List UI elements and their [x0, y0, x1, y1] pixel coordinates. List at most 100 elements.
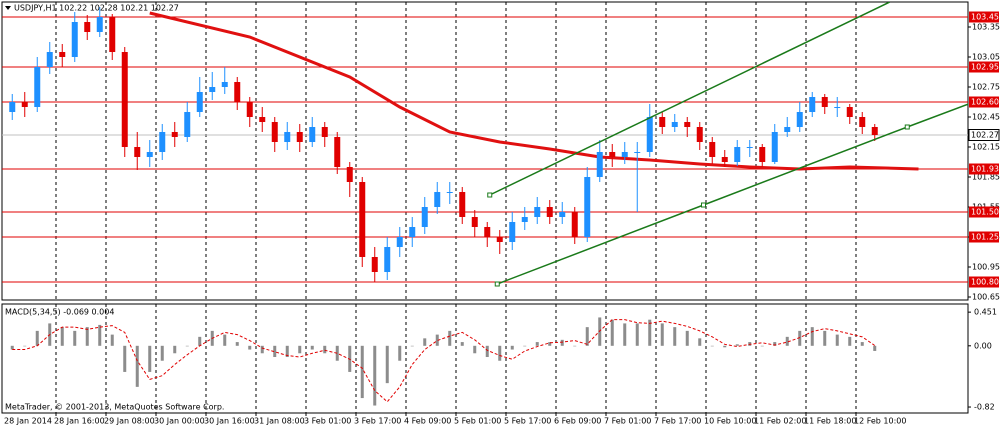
- macd-bar: [560, 339, 564, 346]
- candle-body: [796, 112, 803, 127]
- macd-bar: [98, 324, 102, 346]
- macd-bar: [723, 345, 727, 348]
- macd-bar: [335, 345, 339, 361]
- macd-bar: [785, 336, 789, 346]
- macd-bar: [73, 330, 77, 346]
- candle-body: [709, 142, 716, 157]
- macd-bar: [135, 345, 139, 387]
- candle-body: [234, 82, 241, 102]
- candle-body: [246, 102, 253, 117]
- level-label-box: [969, 231, 999, 243]
- macd-bar: [173, 345, 177, 354]
- candle-body: [721, 157, 728, 162]
- macd-bar: [160, 345, 164, 361]
- macd-bar: [235, 342, 239, 346]
- x-tick-label: 7 Feb 01:00: [604, 417, 651, 426]
- macd-bar: [185, 345, 189, 347]
- x-tick-label: 12 Feb 10:00: [854, 417, 906, 426]
- candle-body: [96, 17, 103, 32]
- candle-body: [671, 122, 678, 127]
- candle-body: [146, 152, 153, 157]
- x-tick-label: 7 Feb 17:00: [654, 417, 701, 426]
- candle-body: [759, 147, 766, 162]
- macd-bar: [298, 345, 302, 354]
- candle-body: [621, 152, 628, 157]
- level-label: 102.95: [971, 63, 999, 72]
- candle-body: [346, 167, 353, 182]
- candle-body: [421, 207, 428, 227]
- macd-bar: [835, 334, 839, 346]
- macd-bar: [460, 342, 464, 346]
- candle-body: [596, 152, 603, 177]
- macd-bar: [398, 345, 402, 361]
- x-tick-label: 5 Feb 01:00: [454, 417, 501, 426]
- macd-bar: [535, 342, 539, 346]
- candle-body: [321, 127, 328, 137]
- candle-body: [459, 192, 466, 217]
- macd-bar: [648, 319, 652, 346]
- macd-bar: [473, 345, 477, 354]
- macd-bar: [673, 327, 677, 346]
- x-tick-label: 31 Jan 08:00: [254, 417, 305, 426]
- y-tick-label: 100.65: [972, 293, 1000, 302]
- macd-bar: [323, 345, 327, 354]
- moving-average: [149, 11, 919, 171]
- level-label: 101.50: [971, 208, 999, 217]
- x-tick-label: 28 Jan 2014: [4, 417, 52, 426]
- macd-bar: [60, 327, 64, 346]
- macd-bar: [35, 330, 39, 346]
- candle-body: [471, 217, 478, 227]
- macd-title: MACD(5,34,5) -0.069 0.004: [5, 308, 114, 317]
- x-tick-label: 4 Feb 09:00: [404, 417, 451, 426]
- macd-bar: [860, 342, 864, 346]
- macd-bar: [773, 342, 777, 346]
- macd-bar: [548, 342, 552, 346]
- macd-bar: [573, 345, 577, 347]
- candle-body: [121, 52, 128, 147]
- x-tick-label: 11 Feb 18:00: [804, 417, 856, 426]
- candle-body: [221, 82, 228, 87]
- candle-body: [484, 227, 491, 237]
- x-tick-label: 3 Feb 01:00: [304, 417, 351, 426]
- level-label: 103.45: [971, 13, 999, 22]
- macd-bar: [360, 345, 364, 399]
- y-tick-label: 100.95: [972, 263, 1000, 272]
- macd-bar: [735, 344, 739, 346]
- candle-body: [46, 52, 53, 67]
- candle-body: [496, 237, 503, 242]
- x-tick-label: 28 Jan 16:00: [54, 417, 105, 426]
- macd-bar: [485, 345, 489, 358]
- candle-body: [271, 122, 278, 142]
- macd-bar: [848, 336, 852, 346]
- macd-bar: [85, 327, 89, 346]
- macd-bar: [685, 330, 689, 346]
- macd-bar: [285, 345, 289, 358]
- macd-bar: [598, 317, 602, 346]
- x-tick-label: 11 Feb 02:00: [754, 417, 806, 426]
- y-tick-label: 0.00: [974, 341, 992, 350]
- macd-bar: [873, 345, 877, 351]
- macd-bar: [248, 345, 252, 350]
- candle-body: [546, 207, 553, 217]
- macd-bar: [810, 327, 814, 346]
- y-tick-label: -0.82: [974, 403, 995, 412]
- level-label: 101.25: [971, 233, 999, 242]
- level-label-box: [969, 11, 999, 23]
- macd-bar: [610, 319, 614, 346]
- candle-body: [659, 117, 666, 127]
- macd-bar: [23, 345, 27, 347]
- menu-triangle[interactable]: [5, 6, 11, 10]
- x-tick-label: 10 Feb 10:00: [704, 417, 756, 426]
- macd-bar: [260, 345, 264, 354]
- candle-body: [371, 257, 378, 272]
- level-label-box: [969, 61, 999, 73]
- y-tick-label: 103.05: [972, 53, 1000, 62]
- level-label-box: [969, 96, 999, 108]
- macd-bar: [585, 327, 589, 346]
- x-tick-label: 6 Feb 09:00: [554, 417, 601, 426]
- level-label: 101.93: [971, 165, 999, 174]
- candle-body: [846, 107, 853, 117]
- candle-body: [71, 22, 78, 57]
- candle-body: [859, 117, 866, 127]
- candle-body: [259, 117, 266, 122]
